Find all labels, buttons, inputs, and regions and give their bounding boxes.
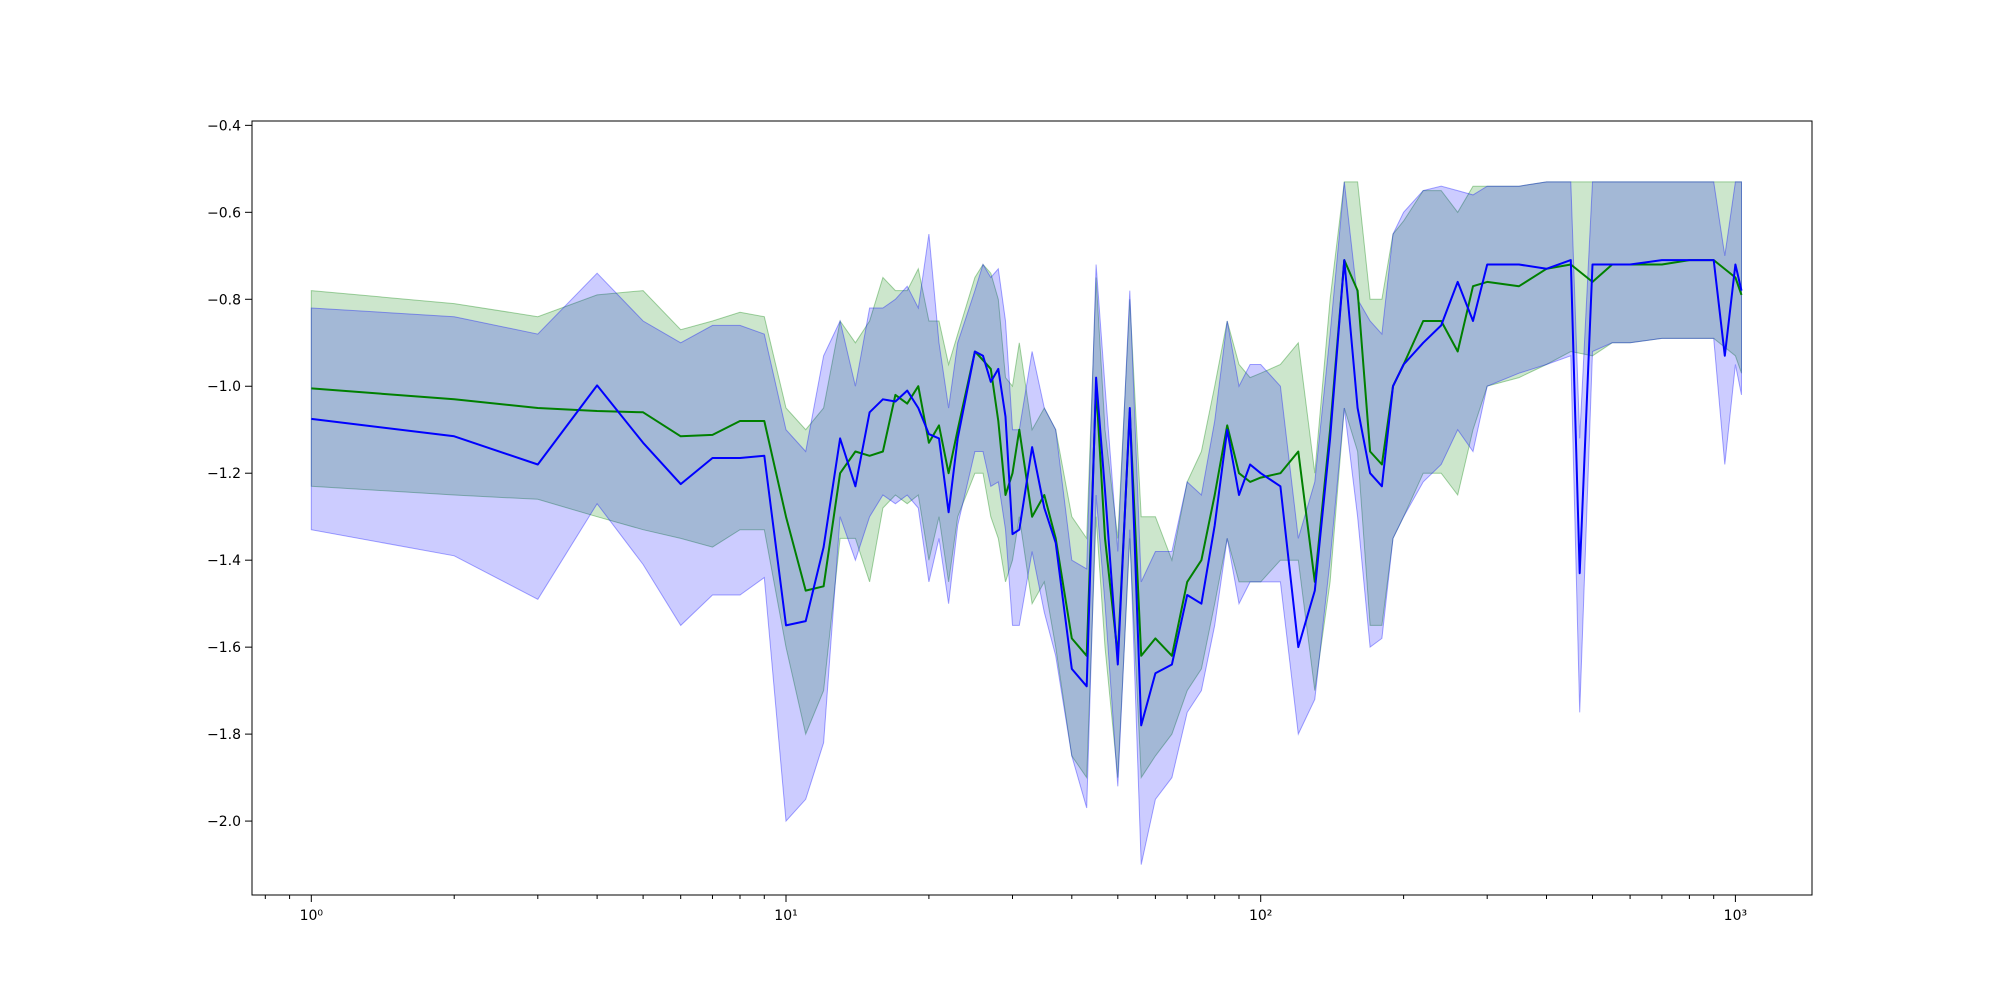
y-tick-label-5: −1.4: [207, 553, 241, 569]
plot-frame: [251, 120, 1813, 896]
series-2-line: [311, 259, 1743, 727]
x-tick-label-1: 10¹: [774, 908, 797, 924]
y-tick-label-7: −1.8: [207, 727, 241, 743]
x-axis-ticks: 10⁰ 10¹ 10² 10³: [264, 895, 1747, 924]
x-tick-label-3: 10³: [1724, 908, 1747, 924]
x-tick-label-0: 10⁰: [300, 908, 324, 924]
y-tick-label-3: −1.0: [207, 379, 241, 395]
y-axis-ticks: −0.4 −0.6 −0.8 −1.0 −1.2 −1.4 −1.6 −1.8 −2.0: [207, 118, 252, 830]
y-tick-label-2: −0.8: [207, 292, 241, 308]
x-tick-label-2: 10²: [1249, 908, 1272, 924]
y-tick-label-0: −0.4: [207, 118, 241, 134]
y-tick-label-1: −0.6: [207, 205, 241, 221]
series-lines: [311, 259, 1743, 727]
y-tick-label-8: −2.0: [207, 814, 241, 830]
series-2-band: [310, 181, 1742, 865]
axes: [251, 120, 1813, 896]
y-tick-label-4: −1.2: [207, 466, 241, 482]
y-tick-label-6: −1.6: [207, 640, 241, 656]
